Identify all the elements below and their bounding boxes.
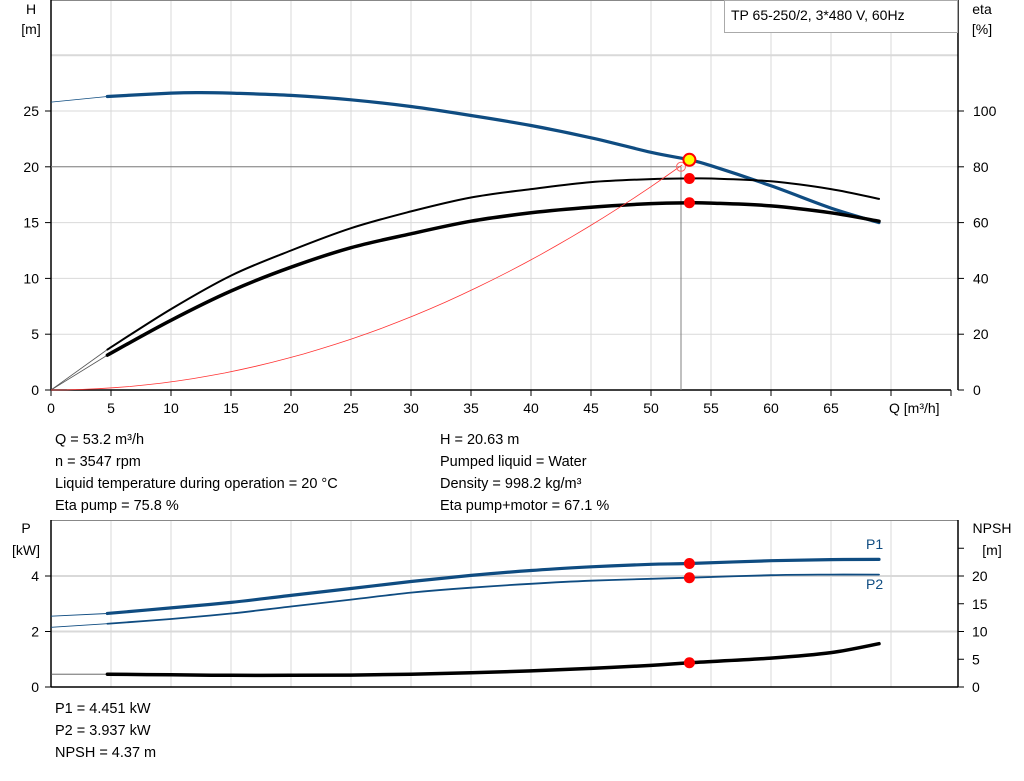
npsh-curve	[105, 641, 881, 678]
H-curve	[105, 90, 881, 225]
x-axis-label: Q [m³/h]	[889, 400, 940, 416]
head-value: H = 20.63 m	[440, 432, 520, 448]
p2-extrapolation	[50, 623, 108, 628]
y2-tick-label: 0	[973, 382, 981, 398]
p1-series-label: P1	[866, 536, 883, 552]
y2-tick-label: 60	[973, 215, 989, 231]
x-tick-label: 55	[703, 400, 719, 416]
title-box	[724, 0, 958, 33]
eta-pump-motor-marker	[683, 197, 695, 209]
y2-axis-unit: [%]	[972, 21, 992, 37]
p1-marker	[683, 557, 695, 569]
y-tick-label: 15	[23, 215, 39, 231]
eta-pump-motor-value: Eta pump+motor = 67.1 %	[440, 498, 610, 514]
y2-tick-label: 10	[972, 624, 988, 640]
y2-tick-label: 15	[972, 596, 988, 612]
y-axis-label: P	[21, 520, 30, 536]
x-tick-label: 30	[403, 400, 419, 416]
density-value: Density = 998.2 kg/m³	[440, 476, 582, 492]
operating-point-marker	[682, 152, 697, 167]
p1-curve	[105, 557, 881, 616]
y2-tick-label: 40	[973, 270, 989, 286]
x-tick-label: 40	[523, 400, 539, 416]
eta-pump-curve	[106, 177, 880, 351]
y-tick-label: 10	[23, 270, 39, 286]
y-tick-label: 20	[23, 159, 39, 175]
p2-series-label: P2	[866, 576, 883, 592]
x-tick-label: 10	[163, 400, 179, 416]
y2-axis-label: NPSH	[973, 520, 1012, 536]
y-tick-label: 0	[31, 382, 39, 398]
p1-extrapolation	[50, 613, 108, 617]
x-tick-label: 20	[283, 400, 299, 416]
y-axis-label: H	[26, 1, 36, 17]
p2-marker	[683, 572, 695, 584]
y2-tick-label: 0	[972, 679, 980, 695]
y2-tick-label: 100	[973, 103, 997, 119]
npsh-marker	[683, 657, 695, 669]
y2-axis-unit: [m]	[982, 542, 1001, 558]
y2-tick-label: 5	[972, 651, 980, 667]
y2-tick-label: 20	[973, 326, 989, 342]
x-tick-label: 0	[47, 400, 55, 416]
eta-pump-motor-curve	[105, 200, 881, 357]
x-tick-label: 15	[223, 400, 239, 416]
y-axis-unit: [kW]	[12, 542, 40, 558]
eta-pump-motor-extrapolation	[50, 354, 108, 391]
y2-axis-label: eta	[972, 1, 992, 17]
system-curve	[50, 164, 683, 391]
npsh-value: NPSH = 4.37 m	[55, 745, 157, 761]
eta-pump-extrapolation	[50, 349, 108, 391]
y-tick-label: 25	[23, 103, 39, 119]
x-tick-label: 50	[643, 400, 659, 416]
x-tick-label: 35	[463, 400, 479, 416]
y-tick-label: 5	[31, 326, 39, 342]
speed-value: n = 3547 rpm	[55, 454, 141, 470]
operating-info-right: H = 20.63 m Pumped liquid = Water Densit…	[440, 429, 609, 517]
y-axis-unit: [m]	[21, 21, 40, 37]
eta-pump-marker	[683, 173, 695, 185]
eta-pump-value: Eta pump = 75.8 %	[55, 498, 179, 514]
chart-title: TP 65-250/2, 3*480 V, 60Hz	[731, 7, 905, 23]
y2-tick-label: 80	[973, 159, 989, 175]
x-tick-label: 5	[107, 400, 115, 416]
y-tick-label: 0	[31, 679, 39, 695]
x-tick-label: 60	[763, 400, 779, 416]
flow-value: Q = 53.2 m³/h	[55, 432, 145, 448]
pumped-liquid: Pumped liquid = Water	[440, 454, 587, 470]
operating-info-left: Q = 53.2 m³/h n = 3547 rpm Liquid temper…	[55, 429, 338, 517]
power-info: P1 = 4.451 kW P2 = 3.937 kW NPSH = 4.37 …	[55, 698, 156, 764]
H-extrapolation	[50, 96, 108, 103]
p1-value: P1 = 4.451 kW	[55, 701, 151, 717]
y2-tick-label: 20	[972, 568, 988, 584]
y-tick-label: 2	[31, 624, 39, 640]
duty-point-marker	[676, 161, 686, 172]
x-tick-label: 25	[343, 400, 359, 416]
x-tick-label: 45	[583, 400, 599, 416]
y-tick-label: 4	[31, 568, 39, 584]
liquid-temperature: Liquid temperature during operation = 20…	[55, 476, 338, 492]
p2-curve	[106, 573, 880, 625]
x-tick-label: 65	[823, 400, 839, 416]
p2-value: P2 = 3.937 kW	[55, 723, 151, 739]
